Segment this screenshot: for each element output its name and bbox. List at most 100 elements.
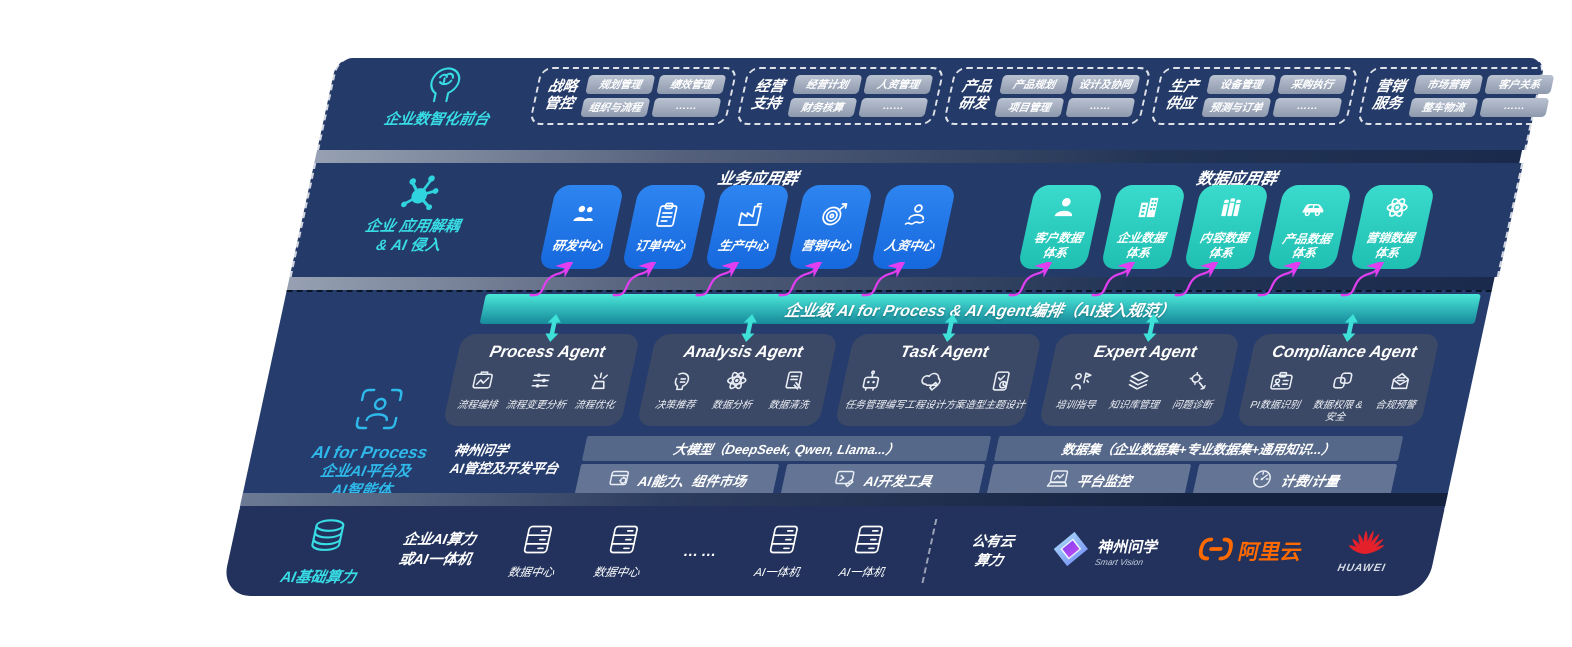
infra-label: AI基础算力 xyxy=(278,569,358,586)
agent-card-compliance: Compliance Agent PI数据识别 数据权限 & 安全 合规预警 xyxy=(1236,334,1441,426)
dataset-bar: 数据集（企业数据集+专业数据集+通用知识...） xyxy=(993,436,1404,461)
app-decouple-rail: 企业 应用解耦 & AI 侵入 xyxy=(326,171,504,256)
huawei-name: HUAWEI xyxy=(1336,562,1387,574)
server-rack-icon xyxy=(849,523,887,561)
agent-title: Task Agent xyxy=(898,343,991,361)
agent-capability: 问题诊断 xyxy=(1171,369,1220,412)
ellipsis-label: …… xyxy=(681,542,722,560)
front-office-rail: 企业数智化前台 xyxy=(359,62,524,130)
agent-capability: 流程变更分析 xyxy=(505,369,574,412)
data-app-label-line2: 体系 xyxy=(1124,245,1152,260)
process-optimize-icon xyxy=(585,369,614,397)
molecule-network-icon xyxy=(394,175,440,217)
front-office-item: …… xyxy=(1065,98,1136,117)
platform-label-line2: AI管控及开发平台 xyxy=(448,461,560,477)
task-robot-icon xyxy=(855,369,884,397)
front-office-item: 组织与流程 xyxy=(580,98,651,117)
ai-platform-label-line1: 企业AI平台及 xyxy=(318,463,413,480)
agent-title: Process Agent xyxy=(488,343,607,361)
application-band: 企业 应用解耦 & AI 侵入 业务应用群 数据应用群 研发中心 订单中心 生产中… xyxy=(289,163,1524,277)
front-office-group: 生产 供应 设备管理 采购执行 预测与订单 …… xyxy=(1149,67,1360,125)
database-icon xyxy=(300,519,346,563)
infra-node: AI一体机 xyxy=(838,523,896,580)
server-rack-icon xyxy=(519,523,557,561)
smartvision-logo: 神州问学 Smart Vision xyxy=(1047,530,1162,573)
training-icon xyxy=(1066,369,1095,397)
double-arrow-icon xyxy=(940,314,961,342)
data-app-label-line1: 营销数据 xyxy=(1364,231,1416,246)
data-app-card: 营销数据 体系 xyxy=(1349,185,1436,269)
agent-capability: 流程优化 xyxy=(573,369,622,412)
smartvision-name: 神州问学 xyxy=(1096,538,1161,556)
double-arrow-icon xyxy=(543,314,564,342)
data-app-label-line1: 内容数据 xyxy=(1198,231,1250,246)
front-office-group: 营销 服务 市场营销 客户关系 整车物流 …… xyxy=(1356,67,1567,125)
workflow-orchestration-icon xyxy=(468,369,497,397)
dev-tools-icon xyxy=(831,467,858,492)
agent-capability: 编写工程设计方案 xyxy=(884,369,973,412)
data-app-label-line2: 体系 xyxy=(1207,245,1235,260)
front-office-item: 采购执行 xyxy=(1277,75,1348,94)
clipboard-icon xyxy=(649,201,684,234)
brain-head-icon xyxy=(418,67,464,110)
agent-title: Expert Agent xyxy=(1092,343,1199,361)
data-app-label-line1: 客户数据 xyxy=(1032,231,1084,246)
team-icon xyxy=(566,201,601,234)
layer-edge xyxy=(314,150,1523,163)
metering-gauge-icon xyxy=(1248,467,1275,492)
target-icon xyxy=(815,201,850,234)
data-app-card: 客户数据 体系 xyxy=(1017,185,1104,269)
business-app-card: 研发中心 xyxy=(538,185,625,269)
business-app-card: 生产中心 xyxy=(704,185,791,269)
agent-capability: 知识库管理 xyxy=(1108,369,1167,412)
agent-capability: 数据权限 & 安全 xyxy=(1303,369,1377,423)
data-app-label-line2: 体系 xyxy=(1290,246,1318,260)
platform-rail: 神州问学 AI管控及开发平台 xyxy=(448,442,582,478)
business-app-card: 营销中心 xyxy=(787,185,874,269)
orchestration-bar-label: 企业级 AI for Process & AI Agent编排（AI接入规范） xyxy=(782,303,1177,320)
smartvision-diamond-icon xyxy=(1047,530,1094,573)
front-office-band: 企业数智化前台 战略 管控 规划管理 绩效管理 组织与流程 …… 经营 支持 经营计… xyxy=(317,58,1567,150)
infra-node: AI一体机 xyxy=(753,523,811,580)
infra-band: AI基础算力 企业AI算力 或AI一体机 数据中心 数据中心 …… AI一体机 A… xyxy=(220,506,1446,596)
dataset-group: 数据集（企业数据集+专业数据集+通用知识...） 平台监控 计费/计量 xyxy=(986,436,1404,495)
front-office-item: 市场营销 xyxy=(1413,75,1484,94)
building-icon xyxy=(1130,194,1164,226)
model-cell: AI开发工具 xyxy=(780,464,986,495)
front-office-item: 设计及协同 xyxy=(1070,75,1141,94)
agent-title: Compliance Agent xyxy=(1270,343,1419,361)
orchestration-bar: 企业级 AI for Process & AI Agent编排（AI接入规范） xyxy=(479,294,1481,324)
agent-capability: 数据分析 xyxy=(711,369,760,412)
change-analysis-icon xyxy=(526,369,555,397)
agent-capability: 造型主题设计 xyxy=(964,369,1033,412)
hr-trend-icon xyxy=(898,201,933,234)
knowledge-base-icon xyxy=(1124,369,1153,397)
server-rack-icon xyxy=(765,523,803,561)
aliyun-name: 阿里云 xyxy=(1236,541,1305,564)
front-office-item: 项目管理 xyxy=(994,98,1065,117)
data-cleaning-icon xyxy=(779,369,808,397)
layer-edge xyxy=(240,493,1448,506)
data-app-card: 企业数据 体系 xyxy=(1100,185,1187,269)
agent-capability: PI数据识别 xyxy=(1249,369,1308,412)
agent-card-task: Task Agent 任务管理 编写工程设计方案 造型主题设计 xyxy=(834,334,1043,426)
front-office-label: 企业数智化前台 xyxy=(382,111,492,128)
front-office-item: 人资管理 xyxy=(863,75,934,94)
front-office-group: 产品 研发 产品规划 设计及协同 项目管理 …… xyxy=(942,67,1153,125)
front-office-item: 经营计划 xyxy=(792,75,863,94)
theme-design-icon xyxy=(985,369,1014,397)
front-office-item: 财务核算 xyxy=(787,98,858,117)
factory-icon xyxy=(732,201,767,234)
component-market-icon xyxy=(605,467,632,492)
data-app-label-line1: 企业数据 xyxy=(1115,231,1167,246)
dataset-cell: 计费/计量 xyxy=(1192,464,1398,495)
front-office-group: 经营 支持 经营计划 人资管理 财务核算 …… xyxy=(735,67,946,125)
front-office-item: 绩效管理 xyxy=(656,75,727,94)
double-arrow-icon xyxy=(739,314,760,342)
infra-node: 数据中心 xyxy=(507,523,565,580)
business-app-label: 人资中心 xyxy=(882,238,936,253)
huawei-flower-icon xyxy=(1345,528,1388,561)
front-office-item: 预测与订单 xyxy=(1201,98,1272,117)
aliyun-bracket-icon xyxy=(1194,536,1237,567)
model-bar: 大模型（DeepSeek, Qwen, Llama...） xyxy=(581,436,992,461)
